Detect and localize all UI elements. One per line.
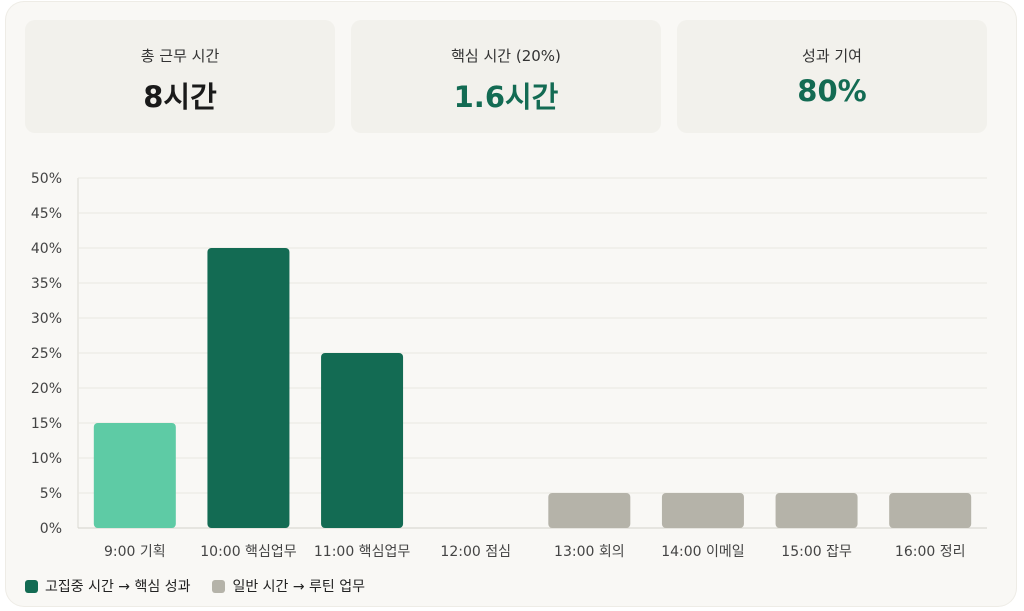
kpi-label: 성과 기여 (802, 47, 862, 65)
bar (775, 493, 858, 528)
y-tick-label: 20% (31, 381, 62, 397)
x-axis: 9:00 기획 10:00 핵심업무 11:00 핵심업무 12:00 점심 13:00… (104, 544, 965, 560)
y-tick-label: 50% (31, 171, 62, 187)
chart-legend: 고집중 시간 → 핵심 성과 일반 시간 → 루틴 업무 (25, 576, 387, 596)
legend-label: 일반 시간 → 루틴 업무 (232, 579, 366, 595)
legend-label: 고집중 시간 → 핵심 성과 (45, 579, 191, 595)
bar (93, 423, 176, 528)
legend-swatch-normal (212, 579, 226, 593)
x-tick-label: 14:00 이메일 (661, 544, 744, 560)
y-tick-label: 35% (31, 276, 62, 292)
kpi-value: 80% (797, 74, 867, 108)
kpi-card-total-hours: 총 근무 시간 8시간 (25, 20, 335, 133)
kpi-value: 8시간 (143, 80, 217, 114)
legend-swatch-focus (25, 579, 38, 593)
bar (321, 353, 404, 528)
x-tick-label: 13:00 회의 (554, 544, 625, 560)
kpi-label: 핵심 시간 (20%) (451, 47, 561, 65)
y-tick-label: 10% (31, 451, 62, 467)
bar (889, 493, 972, 528)
y-tick-label: 40% (31, 241, 62, 257)
x-tick-label: 15:00 잡무 (781, 544, 852, 560)
y-tick-label: 25% (31, 346, 62, 362)
x-tick-label: 10:00 핵심업무 (200, 544, 296, 560)
y-tick-label: 30% (31, 311, 62, 327)
kpi-value: 1.6시간 (453, 80, 559, 114)
x-tick-label: 12:00 점심 (440, 544, 511, 560)
legend-item-normal: 일반 시간 → 루틴 업무 (212, 576, 365, 596)
kpi-label: 총 근무 시간 (140, 47, 220, 65)
bar (661, 493, 744, 528)
y-tick-label: 45% (31, 206, 62, 222)
y-tick-label: 5% (40, 486, 62, 502)
x-tick-label: 11:00 핵심업무 (314, 544, 410, 560)
kpi-row: 총 근무 시간 8시간 핵심 시간 (20%) 1.6시간 성과 기여 80% (25, 20, 987, 133)
bar (207, 248, 290, 528)
y-tick-label: 15% (31, 416, 62, 432)
y-tick-label: 0% (40, 521, 62, 537)
x-tick-label: 9:00 기획 (104, 544, 166, 560)
kpi-card-contribution: 성과 기여 80% (677, 20, 987, 133)
x-tick-label: 16:00 정리 (895, 544, 966, 560)
legend-item-focus: 고집중 시간 → 핵심 성과 (25, 576, 190, 596)
bars (93, 248, 972, 528)
bar (548, 493, 631, 528)
kpi-card-core-hours: 핵심 시간 (20%) 1.6시간 (351, 20, 661, 133)
y-axis: 0% 5% 10% 15% 20% 25% 30% 35% 40% 45% 50% (31, 171, 62, 537)
